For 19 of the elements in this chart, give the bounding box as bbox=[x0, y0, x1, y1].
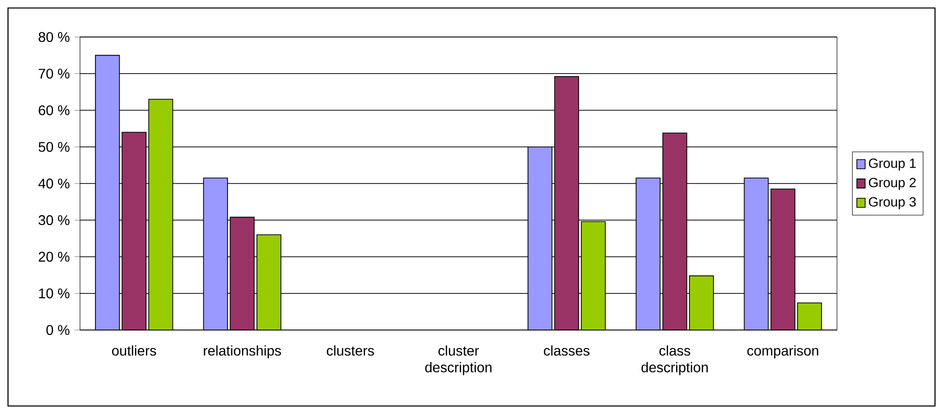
y-tick-label: 30 % bbox=[38, 215, 70, 226]
y-tick-label: 60 % bbox=[38, 105, 70, 116]
x-tick-label: classes bbox=[544, 345, 590, 356]
y-tick-label: 50 % bbox=[38, 142, 70, 152]
x-tick-label: class description bbox=[642, 345, 708, 376]
y-tick-label: 20 % bbox=[38, 252, 70, 262]
y-tick-label: 40 % bbox=[38, 178, 70, 188]
y-tick-label: 10 % bbox=[39, 288, 70, 298]
x-tick-label: cluster description bbox=[425, 345, 492, 376]
y-tick-label: 70 % bbox=[38, 68, 70, 79]
x-tick-label: clusters bbox=[326, 345, 374, 356]
legend-label: Group 2 bbox=[868, 178, 916, 190]
x-tick-label: comparison bbox=[747, 345, 818, 358]
x-tick-label: relationships bbox=[204, 345, 281, 358]
legend-label: Group 3 bbox=[868, 197, 916, 210]
y-tick-label: 0 % bbox=[46, 325, 70, 335]
legend-label: Group 1 bbox=[868, 158, 916, 171]
y-tick-label: 80 % bbox=[38, 32, 70, 42]
x-tick-label: outliers bbox=[112, 345, 156, 356]
